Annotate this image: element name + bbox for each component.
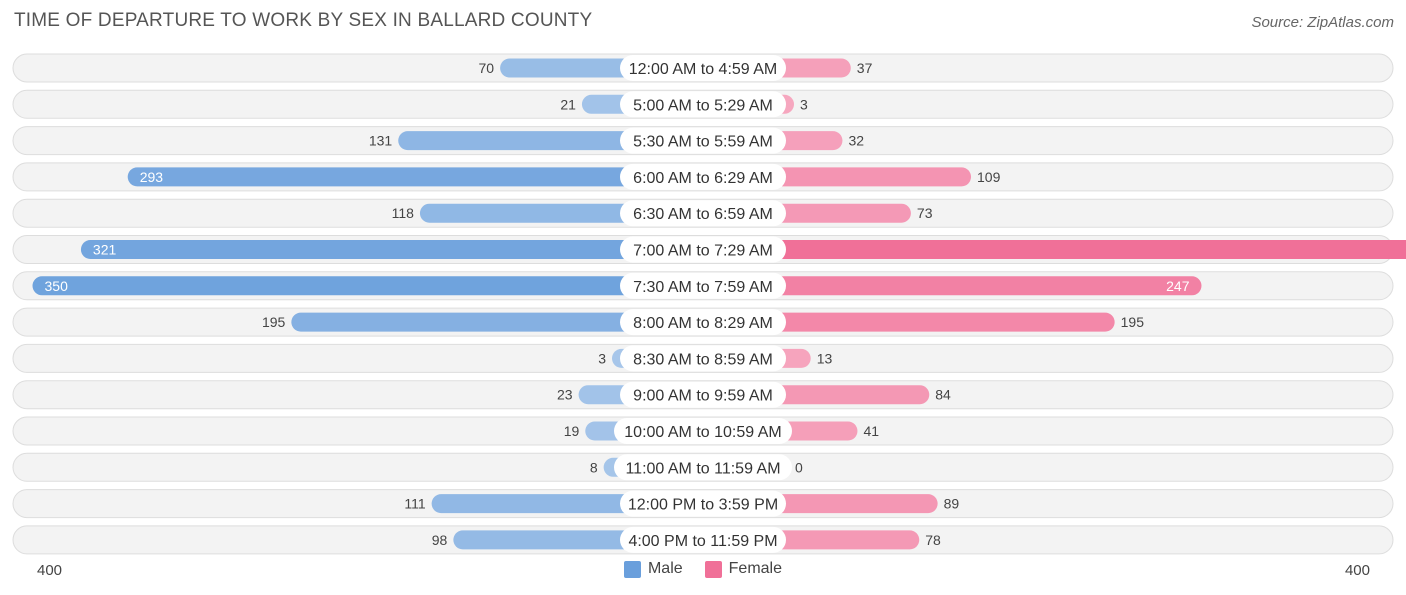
female-bar bbox=[703, 240, 1406, 259]
male-value-label: 3 bbox=[598, 350, 606, 366]
category-label-bg bbox=[614, 454, 792, 481]
female-value-label: 13 bbox=[817, 350, 833, 366]
category-label: 8:30 AM to 8:59 AM bbox=[633, 351, 773, 368]
category-label-bg bbox=[620, 91, 786, 118]
legend-label-male: Male bbox=[647, 560, 683, 577]
male-bar bbox=[291, 312, 703, 332]
female-value-label: 195 bbox=[1121, 314, 1145, 330]
legend-item-female[interactable]: Female bbox=[704, 560, 783, 578]
female-value-label: 32 bbox=[848, 133, 864, 149]
category-label-bg bbox=[620, 381, 786, 408]
female-bar bbox=[703, 276, 1202, 296]
female-value-label: 3 bbox=[800, 96, 808, 112]
category-label-bg bbox=[620, 272, 786, 299]
category-label: 6:00 AM to 6:29 AM bbox=[633, 170, 773, 187]
category-label-bg bbox=[620, 55, 786, 81]
male-value-label: 19 bbox=[564, 423, 580, 439]
female-value-label: 37 bbox=[857, 60, 873, 76]
legend-item-male[interactable]: Male bbox=[623, 560, 683, 578]
category-label: 7:30 AM to 7:59 AM bbox=[633, 279, 773, 296]
chart-area: 12:00 AM to 4:59 AM 70 37 5:00 AM to 5:29 A… bbox=[12, 53, 1406, 555]
category-label-bg bbox=[620, 200, 786, 227]
category-label: 6:30 AM to 6:59 AM bbox=[633, 206, 773, 223]
male-value-label: 195 bbox=[262, 314, 286, 330]
male-value-label: 131 bbox=[369, 133, 393, 149]
chart-title: TIME OF DEPARTURE TO WORK BY SEX IN BALL… bbox=[14, 10, 593, 31]
category-label: 12:00 AM to 4:59 AM bbox=[629, 61, 778, 78]
category-label-bg bbox=[620, 490, 786, 517]
category-label: 9:00 AM to 9:59 AM bbox=[633, 388, 773, 405]
axis-left-max: 400 bbox=[37, 562, 63, 579]
female-value-label: 247 bbox=[1166, 278, 1190, 294]
category-label: 10:00 AM to 10:59 AM bbox=[624, 424, 781, 441]
female-value-label: 84 bbox=[935, 387, 951, 403]
category-label-bg bbox=[620, 236, 786, 263]
male-value-label: 321 bbox=[93, 242, 117, 258]
female-value-label: 41 bbox=[863, 423, 879, 439]
male-value-label: 70 bbox=[479, 60, 495, 76]
legend-label-female: Female bbox=[728, 560, 783, 577]
legend-swatch-female bbox=[704, 560, 722, 578]
axis-right-max: 400 bbox=[1344, 562, 1370, 579]
category-label-bg bbox=[620, 309, 786, 336]
category-label-bg bbox=[614, 418, 792, 444]
male-value-label: 293 bbox=[140, 169, 164, 185]
female-bar bbox=[703, 312, 1115, 332]
legend: Male Female bbox=[0, 560, 1406, 578]
male-value-label: 350 bbox=[45, 278, 69, 294]
category-label: 5:30 AM to 5:59 AM bbox=[633, 134, 773, 151]
male-bar bbox=[80, 240, 704, 259]
male-bar bbox=[127, 167, 703, 187]
male-value-label: 8 bbox=[590, 459, 598, 475]
male-bar bbox=[32, 276, 703, 296]
male-value-label: 118 bbox=[392, 205, 415, 221]
female-value-label: 78 bbox=[925, 532, 941, 548]
category-label: 11:00 AM to 11:59 AM bbox=[625, 460, 780, 477]
category-label-bg bbox=[620, 526, 786, 553]
category-label: 12:00 PM to 3:59 PM bbox=[628, 497, 778, 514]
female-value-label: 73 bbox=[917, 205, 933, 221]
category-label-bg bbox=[620, 163, 786, 190]
male-value-label: 23 bbox=[557, 387, 573, 403]
female-value-label: 89 bbox=[944, 496, 960, 512]
category-label: 8:00 AM to 8:29 AM bbox=[633, 315, 773, 332]
legend-swatch-male bbox=[623, 560, 641, 578]
source-credit: Source: ZipAtlas.com bbox=[1251, 14, 1394, 31]
category-label: 5:00 AM to 5:29 AM bbox=[633, 97, 773, 114]
female-value-label: 0 bbox=[795, 459, 803, 475]
male-value-label: 21 bbox=[560, 96, 576, 112]
female-value-label: 109 bbox=[977, 169, 1001, 185]
male-value-label: 98 bbox=[432, 532, 448, 548]
male-value-label: 111 bbox=[404, 496, 425, 512]
category-label: 4:00 PM to 11:59 PM bbox=[628, 533, 777, 550]
category-label-bg bbox=[620, 127, 786, 154]
category-label-bg bbox=[620, 345, 786, 372]
category-label: 7:00 AM to 7:29 AM bbox=[633, 243, 773, 260]
